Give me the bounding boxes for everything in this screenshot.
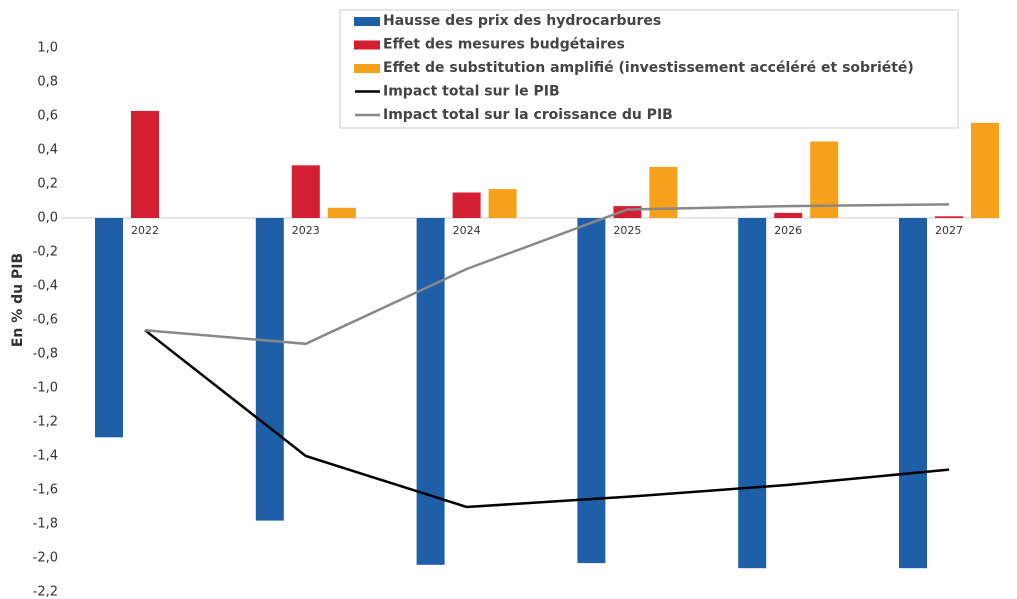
- y-tick-label: -0,6: [33, 313, 58, 328]
- y-tick-label: -0,4: [33, 279, 58, 294]
- y-tick-label: -2,0: [33, 551, 58, 566]
- y-tick-label: 0,2: [37, 177, 58, 192]
- y-tick-label: 1,0: [37, 41, 58, 56]
- legend-box: [339, 9, 959, 129]
- y-tick-label: 0,8: [37, 75, 58, 90]
- legend-label: Effet des mesures budgétaires: [383, 37, 625, 53]
- bar: [577, 218, 606, 564]
- x-tick-label: 2022: [131, 224, 159, 237]
- bar: [291, 165, 320, 218]
- x-tick-label: 2024: [453, 224, 481, 237]
- legend-swatch: [354, 17, 380, 26]
- y-tick-label: -0,2: [33, 245, 58, 260]
- bar: [613, 206, 642, 218]
- bar: [738, 218, 767, 569]
- legend-label: Hausse des prix des hydrocarbures: [383, 13, 661, 29]
- y-tick-label: -1,2: [33, 415, 58, 430]
- bar: [416, 218, 445, 565]
- y-tick-label: 0,0: [37, 211, 58, 226]
- y-tick-label: -2,2: [33, 585, 58, 599]
- line: [144, 203, 950, 346]
- x-tick-label: 2023: [292, 224, 320, 237]
- bar: [452, 192, 481, 218]
- legend-label: Impact total sur la croissance du PIB: [383, 107, 673, 123]
- legend-swatch: [354, 40, 380, 50]
- y-tick-label: -1,0: [33, 381, 58, 396]
- x-tick-label: 2026: [774, 224, 802, 237]
- x-tick-label: 2027: [935, 224, 963, 237]
- y-tick-label: -1,8: [33, 517, 58, 532]
- legend-label: Impact total sur le PIB: [383, 84, 560, 100]
- line: [144, 329, 950, 509]
- bar: [488, 189, 517, 218]
- bar: [327, 207, 356, 218]
- bar: [935, 216, 963, 218]
- y-tick-label: -1,4: [33, 449, 58, 464]
- bar: [255, 218, 284, 521]
- y-axis-label: En % du PIB: [10, 253, 26, 347]
- legend-swatch: [354, 64, 380, 73]
- y-tick-label: -0,8: [33, 347, 58, 362]
- x-tick-label: 2025: [613, 224, 641, 237]
- bar: [774, 212, 803, 218]
- legend-label: Effet de substitution amplifié (investis…: [383, 60, 914, 76]
- y-tick-label: 0,6: [37, 109, 58, 124]
- bar: [131, 110, 159, 218]
- bar: [899, 218, 927, 569]
- bar: [649, 167, 678, 218]
- y-tick-label: 0,4: [37, 143, 58, 158]
- bar: [95, 218, 123, 438]
- y-tick-label: -1,6: [33, 483, 58, 498]
- bar: [971, 122, 999, 218]
